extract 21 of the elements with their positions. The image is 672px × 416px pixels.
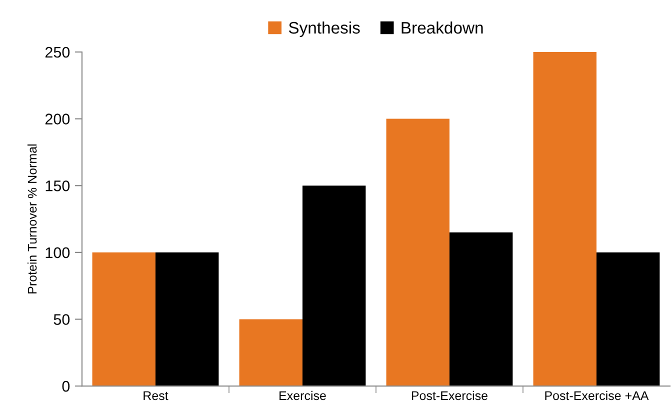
y-tick-label: 100 <box>46 247 70 258</box>
y-tick-label: 250 <box>45 46 70 58</box>
bar <box>239 319 302 386</box>
y-tick-label: 150 <box>46 180 70 192</box>
legend-label: Synthesis <box>288 21 360 37</box>
x-tick-label: Post-Exercise +AA <box>545 390 649 400</box>
x-tick-label: Exercise <box>280 390 326 400</box>
legend-label: Breakdown <box>402 21 483 34</box>
bar <box>386 118 450 386</box>
y-tick-label: 0 <box>62 380 70 392</box>
bar <box>302 186 366 386</box>
bar <box>533 52 596 386</box>
bar <box>155 252 219 386</box>
x-tick-label: Post-Exercise <box>412 390 488 400</box>
bar <box>92 252 156 386</box>
y-axis-title: Protein Turnover % Normal <box>27 144 37 294</box>
y-tick-label: 50 <box>54 314 70 325</box>
x-tick-label: Rest <box>144 391 168 400</box>
bar <box>449 232 513 386</box>
bar <box>596 252 660 386</box>
y-tick-label: 200 <box>45 114 70 124</box>
